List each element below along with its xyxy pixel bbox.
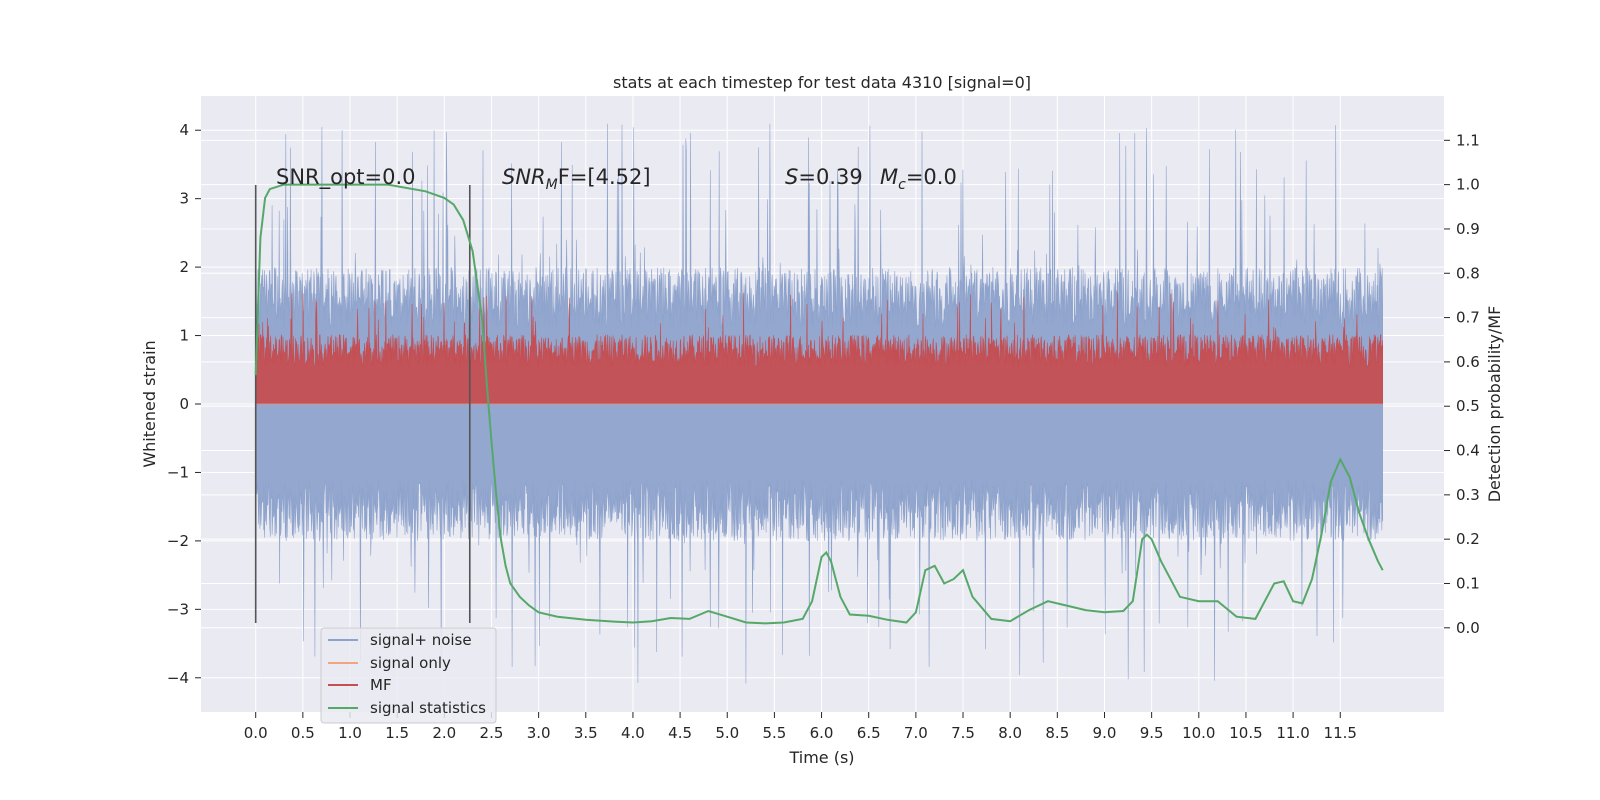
mc-sub: c [898,177,906,193]
s-val: =0.39 [798,165,862,189]
snr-mf-rest: F=[4.52] [558,165,651,189]
legend: signal+ noise signal only MF signal stat… [320,627,497,724]
x-tick-label: 2.5 [480,724,504,742]
annotation-snr-opt: SNR_opt=0.0 [276,165,416,190]
y2-tick-label: 0.6 [1456,353,1480,371]
series-mf [255,292,1383,405]
x-tick-label: 8.0 [998,724,1022,742]
x-tick-label: 2.0 [432,724,456,742]
y2-tick-label: 0.1 [1456,574,1480,592]
y2-tick-label: 1.1 [1456,131,1480,149]
y-tick-label: 2 [179,258,189,276]
x-tick-label: 10.5 [1229,724,1262,742]
x-tick-label: 8.5 [1045,724,1069,742]
annotation-s-stat: S=0.39 [785,165,863,189]
x-tick-label: 1.0 [338,724,362,742]
x-tick-label: 1.5 [385,724,409,742]
mc-var: M [880,165,898,189]
y-tick-label: −3 [167,600,189,618]
y2-tick-label: 0.8 [1456,264,1480,282]
x-tick-label: 0.0 [244,724,268,742]
x-tick-label: 9.0 [1093,724,1117,742]
s-var: S [785,165,798,189]
y2-tick-label: 0.5 [1456,397,1480,415]
x-tick-label: 4.0 [621,724,645,742]
plot-series [254,123,1384,684]
y2-tick-label: 0.0 [1456,619,1480,637]
x-tick-label: 3.5 [574,724,598,742]
x-tick-label: 5.5 [762,724,786,742]
y2-tick-label: 0.3 [1456,486,1480,504]
y-tick-label: 1 [179,327,189,345]
x-tick-label: 4.5 [668,724,692,742]
y-tick-label: 3 [179,190,189,208]
y-tick-label: 4 [179,121,189,139]
y-tick-label: 0 [179,395,189,413]
annotation-snr-mf: SNRMF=[4.52] [502,165,651,193]
y-axis-label: Whitened strain [140,340,159,467]
x-tick-label: 0.5 [291,724,315,742]
chart-title: stats at each timestep for test data 431… [613,73,1031,92]
x-tick-label: 3.0 [527,724,551,742]
x-tick-label: 5.0 [715,724,739,742]
legend-label-signal-statistics: signal statistics [370,699,486,717]
x-tick-label: 11.5 [1324,724,1357,742]
y-tick-label: −1 [167,463,189,481]
legend-box [320,627,497,724]
annotation-mc: Mc=0.0 [880,165,957,193]
y2-tick-label: 0.7 [1456,309,1480,327]
y-tick-label: −4 [167,669,189,687]
x-tick-label: 6.0 [810,724,834,742]
snr-mf-sub: M [546,177,558,193]
series-signal-statistics [254,183,1384,625]
y2-tick-label: 0.4 [1456,442,1480,460]
x-tick-label: 10.0 [1182,724,1215,742]
snr-mf-base: SNR [502,165,546,189]
legend-label-signal-noise: signal+ noise [370,631,472,649]
y2-tick-label: 1.0 [1456,176,1480,194]
legend-label-signal-only: signal only [370,654,451,672]
x-axis-label: Time (s) [788,748,854,767]
y-tick-label: −2 [167,532,189,550]
mc-val: =0.0 [906,165,957,189]
y2-tick-label: 0.9 [1456,220,1480,238]
y2-axis-label: Detection probability/MF [1485,306,1504,503]
y2-tick-label: 0.2 [1456,530,1480,548]
x-tick-label: 6.5 [857,724,881,742]
legend-label-mf: MF [370,676,392,694]
x-tick-label: 9.5 [1140,724,1164,742]
axes: 0.0 0.5 1.0 1.5 2.0 2.5 3.0 3.5 4.0 4.5 5.0 5.5 6.0 6… [167,121,1480,742]
x-tick-label: 7.5 [951,724,975,742]
x-tick-label: 11.0 [1276,724,1309,742]
x-tick-label: 7.0 [904,724,928,742]
